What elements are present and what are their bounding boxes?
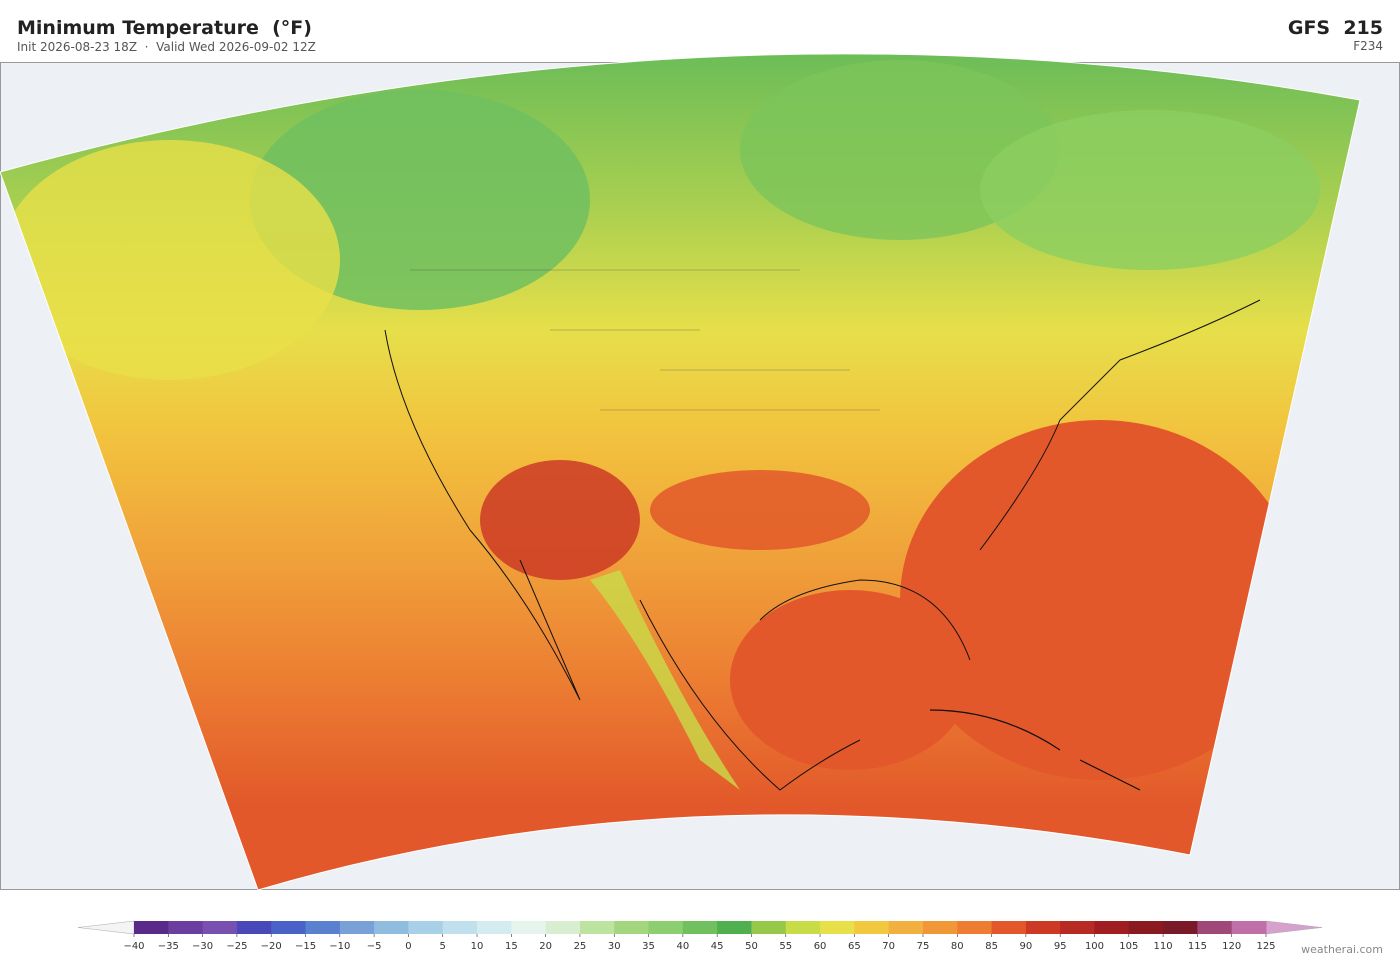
title: Minimum Temperature (°F) bbox=[17, 17, 312, 39]
colorbar-bin bbox=[1197, 921, 1233, 934]
colorbar-tick-label: 55 bbox=[779, 941, 792, 952]
colorbar-tick-label: 95 bbox=[1054, 941, 1067, 952]
colorbar-bin bbox=[1060, 921, 1095, 934]
colorbar-tick-label: −10 bbox=[329, 941, 350, 952]
colorbar-bin bbox=[614, 921, 650, 934]
colorbar-tick-label: −25 bbox=[226, 941, 247, 952]
colorbar-bin bbox=[682, 921, 718, 934]
colorbar-tick-label: 50 bbox=[745, 941, 758, 952]
colorbar-bin bbox=[751, 921, 787, 934]
credit: weatherai.com bbox=[1301, 943, 1383, 956]
colorbar-tick-label: 125 bbox=[1256, 941, 1275, 952]
colorbar-tick-label: −35 bbox=[158, 941, 179, 952]
colorbar-tick-label: 90 bbox=[1020, 941, 1033, 952]
colorbar-tick-label: 70 bbox=[882, 941, 895, 952]
colorbar-bin bbox=[545, 921, 581, 934]
model: GFS 215 bbox=[1288, 17, 1383, 39]
colorbar-tick-label: 65 bbox=[848, 941, 861, 952]
colorbar-bin bbox=[1094, 921, 1130, 934]
colorbar-bin bbox=[408, 921, 444, 934]
colorbar-tick-label: 45 bbox=[711, 941, 724, 952]
colorbar-over bbox=[1265, 920, 1323, 935]
forecast-hour: F234 bbox=[1353, 39, 1383, 53]
colorbar-bin bbox=[202, 921, 238, 934]
colorbar-tick-label: 110 bbox=[1154, 941, 1173, 952]
colorbar-tick-label: 25 bbox=[574, 941, 587, 952]
colorbar-bin bbox=[1163, 921, 1198, 934]
colorbar-tick-label: −5 bbox=[367, 941, 382, 952]
colorbar-tick-label: 10 bbox=[471, 941, 484, 952]
colorbar-tick-label: 35 bbox=[642, 941, 655, 952]
colorbar-tick-label: 0 bbox=[405, 941, 411, 952]
colorbar-tick-label: 30 bbox=[608, 941, 621, 952]
colorbar-bin bbox=[305, 921, 341, 934]
colorbar-bin bbox=[134, 921, 169, 934]
map bbox=[0, 53, 1400, 891]
colorbar-tick-label: −30 bbox=[192, 941, 213, 952]
colorbar-tick-label: 105 bbox=[1119, 941, 1138, 952]
colorbar-bin bbox=[339, 921, 375, 934]
colorbar-tick-label: 115 bbox=[1188, 941, 1207, 952]
colorbar-tick-label: 60 bbox=[814, 941, 827, 952]
colorbar: −40 −35 −30 −25 −20 −15 −10 −5 0 5 10 15 20 25 30 35 40 4… bbox=[77, 920, 1323, 952]
colorbar-bin bbox=[854, 921, 890, 934]
subtitle: Init 2026-08-23 18Z · Valid Wed 2026-09-… bbox=[17, 40, 316, 54]
colorbar-bin bbox=[236, 921, 272, 934]
colorbar-bin bbox=[1025, 921, 1061, 934]
colorbar-bin bbox=[168, 921, 204, 934]
colorbar-bin bbox=[579, 921, 615, 934]
colorbar-bin bbox=[957, 921, 993, 934]
colorbar-tick-label: 100 bbox=[1085, 941, 1104, 952]
colorbar-bin bbox=[1128, 921, 1164, 934]
colorbar-tick-label: 120 bbox=[1222, 941, 1241, 952]
colorbar-tick-label: 40 bbox=[676, 941, 689, 952]
colorbar-tick-label: −20 bbox=[261, 941, 282, 952]
colorbar-bin bbox=[477, 921, 512, 934]
colorbar-bin bbox=[511, 921, 547, 934]
colorbar-bin bbox=[717, 921, 752, 934]
colorbar-bin bbox=[648, 921, 684, 934]
colorbar-tick-label: −15 bbox=[295, 941, 316, 952]
colorbar-bin bbox=[374, 921, 409, 934]
colorbar-under bbox=[77, 920, 135, 935]
colorbar-tick-label: 85 bbox=[985, 941, 998, 952]
colorbar-bin bbox=[442, 921, 478, 934]
colorbar-bin bbox=[785, 921, 821, 934]
colorbar-tick-label: 5 bbox=[440, 941, 446, 952]
colorbar-bin bbox=[991, 921, 1027, 934]
colorbar-bin bbox=[1231, 921, 1267, 934]
colorbar-tick-label: 80 bbox=[951, 941, 964, 952]
colorbar-bin bbox=[820, 921, 855, 934]
colorbar-bin bbox=[271, 921, 307, 934]
colorbar-tick-label: 15 bbox=[505, 941, 518, 952]
colorbar-tick-label: −40 bbox=[123, 941, 144, 952]
colorbar-bin bbox=[888, 921, 924, 934]
colorbar-tick-label: 75 bbox=[917, 941, 930, 952]
colorbar-tick-label: 20 bbox=[539, 941, 552, 952]
colorbar-bin bbox=[922, 921, 958, 934]
